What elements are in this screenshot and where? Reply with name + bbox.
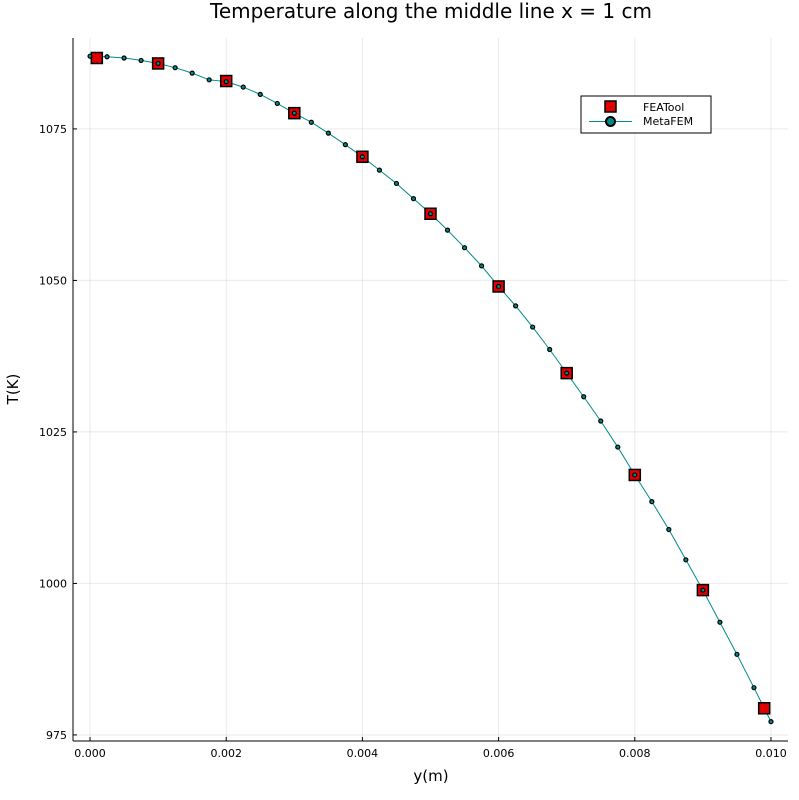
data-point-metafem — [632, 472, 638, 478]
data-point-featool — [90, 51, 104, 65]
data-point-metafem — [291, 110, 297, 116]
data-point-metafem — [206, 77, 212, 83]
data-point-metafem — [359, 154, 366, 160]
data-point-metafem — [376, 167, 383, 173]
data-point-metafem — [700, 587, 706, 593]
data-point-metafem — [427, 211, 434, 217]
x-tick-label: 0.000 — [74, 747, 106, 760]
legend-label-metafem: MetaFEM — [643, 115, 693, 128]
data-point-metafem — [717, 619, 723, 625]
y-tick-label: 1000 — [39, 577, 67, 590]
y-tick-label: 1025 — [39, 426, 67, 439]
data-point-metafem — [138, 57, 144, 64]
data-point-metafem — [649, 499, 655, 505]
y-tick-label: 1050 — [39, 274, 67, 287]
data-point-metafem — [104, 54, 110, 60]
data-point-featool — [757, 702, 771, 715]
data-point-metafem — [547, 346, 553, 353]
y-tick-label: 975 — [46, 729, 67, 742]
data-point-metafem — [495, 283, 502, 290]
data-point-metafem — [223, 79, 229, 85]
data-point-metafem — [121, 55, 127, 61]
legend-label-featool: FEATool — [643, 101, 684, 114]
data-point-metafem — [257, 91, 263, 97]
data-point-metafem — [615, 444, 621, 450]
data-point-metafem — [734, 651, 740, 657]
data-point-metafem — [751, 685, 757, 691]
x-axis-label: y(m) — [413, 767, 448, 785]
data-point-metafem — [308, 119, 314, 125]
x-tick-label: 0.010 — [755, 747, 787, 760]
x-tick-label: 0.008 — [619, 747, 651, 760]
data-point-metafem — [478, 263, 485, 269]
data-point-metafem — [683, 557, 689, 563]
legend: FEATool MetaFEM — [580, 95, 712, 134]
tick-labels: 0.000 0.002 0.004 0.006 0.008 0.010 975 1000 102… — [39, 123, 787, 760]
data-point-metafem — [768, 719, 774, 725]
data-point-metafem — [530, 324, 536, 330]
x-tick-label: 0.002 — [210, 747, 242, 760]
data-point-metafem — [172, 65, 178, 71]
legend-marker-featool — [604, 100, 617, 113]
data-point-metafem — [564, 370, 570, 376]
x-tick-label: 0.004 — [347, 747, 379, 760]
data-point-metafem — [342, 142, 348, 148]
data-point-metafem — [155, 60, 161, 67]
data-point-metafem — [393, 180, 400, 187]
y-axis-label: T(K) — [4, 374, 22, 406]
x-tick-label: 0.006 — [483, 747, 515, 760]
data-point-metafem — [87, 53, 93, 59]
series-layer — [87, 51, 774, 725]
legend-box — [580, 95, 712, 134]
data-point-metafem — [189, 70, 195, 76]
data-point-metafem — [666, 526, 672, 533]
data-point-metafem — [240, 84, 246, 90]
data-point-metafem — [325, 130, 331, 136]
data-point-metafem — [581, 394, 587, 400]
chart-title: Temperature along the middle line x = 1 … — [209, 0, 652, 23]
data-point-metafem — [598, 418, 604, 424]
data-point-metafem — [274, 100, 280, 107]
data-point-metafem — [410, 195, 417, 202]
legend-marker-metafem — [605, 116, 616, 127]
axes — [72, 38, 788, 742]
data-point-metafem — [444, 227, 451, 233]
data-point-metafem — [513, 303, 519, 309]
y-tick-label: 1075 — [39, 123, 67, 136]
data-point-metafem — [461, 245, 468, 251]
